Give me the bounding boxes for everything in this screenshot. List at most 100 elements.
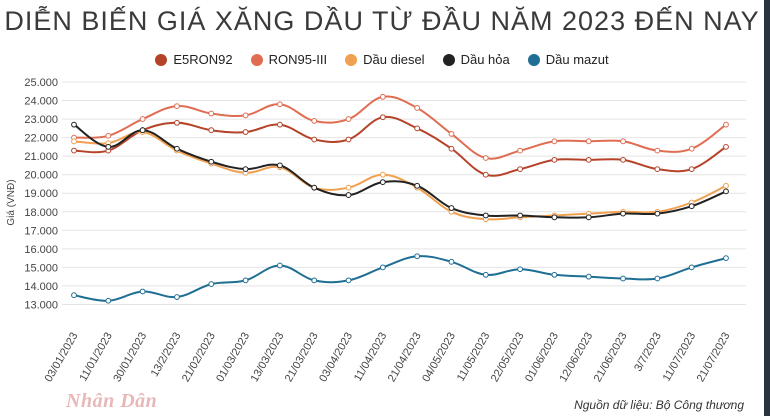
legend-label: Dầu diesel	[363, 52, 425, 67]
data-point	[105, 143, 112, 150]
data-point	[482, 171, 489, 178]
data-point	[311, 277, 318, 284]
chart-title: DIỄN BIẾN GIÁ XĂNG DẦU TỪ ĐẦU NĂM 2023 Đ…	[4, 6, 760, 36]
legend-item: Dầu mazut	[527, 52, 609, 67]
data-point	[517, 147, 524, 154]
data-point	[688, 145, 695, 152]
series-line	[73, 95, 727, 160]
data-point	[585, 273, 592, 280]
legend-label: E5RON92	[173, 52, 233, 67]
data-point	[345, 136, 352, 143]
legend-swatch	[250, 53, 263, 66]
data-point	[311, 184, 318, 191]
data-point	[139, 116, 146, 122]
data-point	[414, 253, 421, 260]
x-tick-label: 11/04/2023	[352, 331, 390, 384]
data-point	[620, 138, 626, 145]
series-line	[73, 255, 727, 302]
data-point	[723, 182, 729, 189]
data-point	[620, 210, 626, 217]
data-point	[414, 105, 421, 111]
legend-item: E5RON92	[155, 52, 233, 67]
y-tick-label: 19.000	[24, 188, 58, 200]
data-point	[345, 184, 352, 191]
data-point	[174, 294, 180, 300]
x-tick-label: 21/04/2023	[386, 331, 424, 385]
data-point	[174, 145, 180, 152]
data-point	[688, 264, 695, 271]
data-point	[585, 214, 592, 221]
data-point	[688, 203, 695, 210]
data-point	[174, 103, 180, 109]
x-tick-label: 03/01/2023	[43, 331, 81, 385]
data-point	[208, 127, 215, 134]
x-tick-label: 01/06/2023	[523, 331, 561, 385]
newspaper-logo: Nhân Dân	[66, 390, 158, 412]
x-tick-label: 04/05/2023	[420, 331, 458, 385]
data-point	[71, 121, 77, 128]
legend-label: RON95-III	[268, 52, 328, 67]
x-tick-label: 01/03/2023	[214, 331, 252, 385]
data-point	[620, 275, 626, 282]
data-point	[482, 212, 489, 219]
legend-label: Dầu hỏa	[460, 52, 510, 67]
data-point	[379, 179, 386, 186]
data-point	[242, 166, 249, 173]
x-tick-label: 12/06/2023	[557, 331, 595, 385]
data-point	[723, 255, 729, 262]
x-tick-label: 03/04/2023	[317, 331, 355, 385]
data-point	[517, 266, 524, 273]
x-tick-label: 13/03/2023	[249, 331, 287, 385]
data-point	[414, 182, 421, 189]
legend-item: RON95-III	[250, 52, 328, 67]
data-point	[208, 281, 215, 287]
data-point	[71, 292, 77, 299]
x-tick-label: 3/7/2023	[632, 331, 664, 374]
data-point	[311, 118, 318, 124]
data-point	[517, 212, 524, 219]
data-point	[517, 166, 524, 173]
data-point	[379, 264, 386, 271]
data-point	[311, 136, 318, 143]
data-point	[414, 125, 421, 132]
data-point	[276, 121, 283, 128]
data-point	[242, 129, 249, 135]
data-point	[174, 119, 180, 126]
legend-swatch	[155, 53, 168, 66]
data-point	[723, 143, 729, 150]
data-point	[105, 132, 112, 139]
x-tick-label: 21/02/2023	[180, 331, 218, 385]
data-point	[71, 147, 77, 154]
data-point	[448, 205, 455, 211]
y-tick-label: 16.000	[24, 244, 58, 256]
x-tick-label: 11/05/2023	[455, 331, 493, 384]
data-point	[723, 121, 729, 128]
data-source-note: Nguồn dữ liệu: Bộ Công thương	[574, 398, 744, 412]
data-point	[482, 271, 489, 278]
legend-swatch	[345, 53, 358, 66]
data-point	[654, 210, 661, 217]
x-tick-label: 22/05/2023	[489, 331, 527, 385]
series-line	[73, 131, 727, 221]
legend-swatch	[527, 53, 540, 66]
y-axis-label: Giá (VNĐ)	[6, 179, 17, 225]
data-point	[139, 127, 146, 134]
y-tick-label: 15.000	[24, 262, 58, 274]
data-point	[482, 155, 489, 161]
data-point	[105, 297, 112, 304]
x-tick-label: 21/03/2023	[283, 331, 321, 385]
data-point	[654, 275, 661, 282]
data-point	[551, 271, 558, 278]
legend: E5RON92 RON95-III Dầu diesel Dầu hỏa Dầu maz…	[0, 52, 764, 67]
y-tick-label: 21.000	[24, 151, 58, 163]
data-point	[276, 162, 283, 169]
data-point	[654, 166, 661, 173]
series-line	[73, 123, 727, 219]
data-point	[620, 156, 626, 163]
data-point	[71, 138, 77, 145]
data-point	[276, 101, 283, 108]
data-point	[242, 112, 249, 119]
legend-item: Dầu diesel	[345, 52, 425, 67]
